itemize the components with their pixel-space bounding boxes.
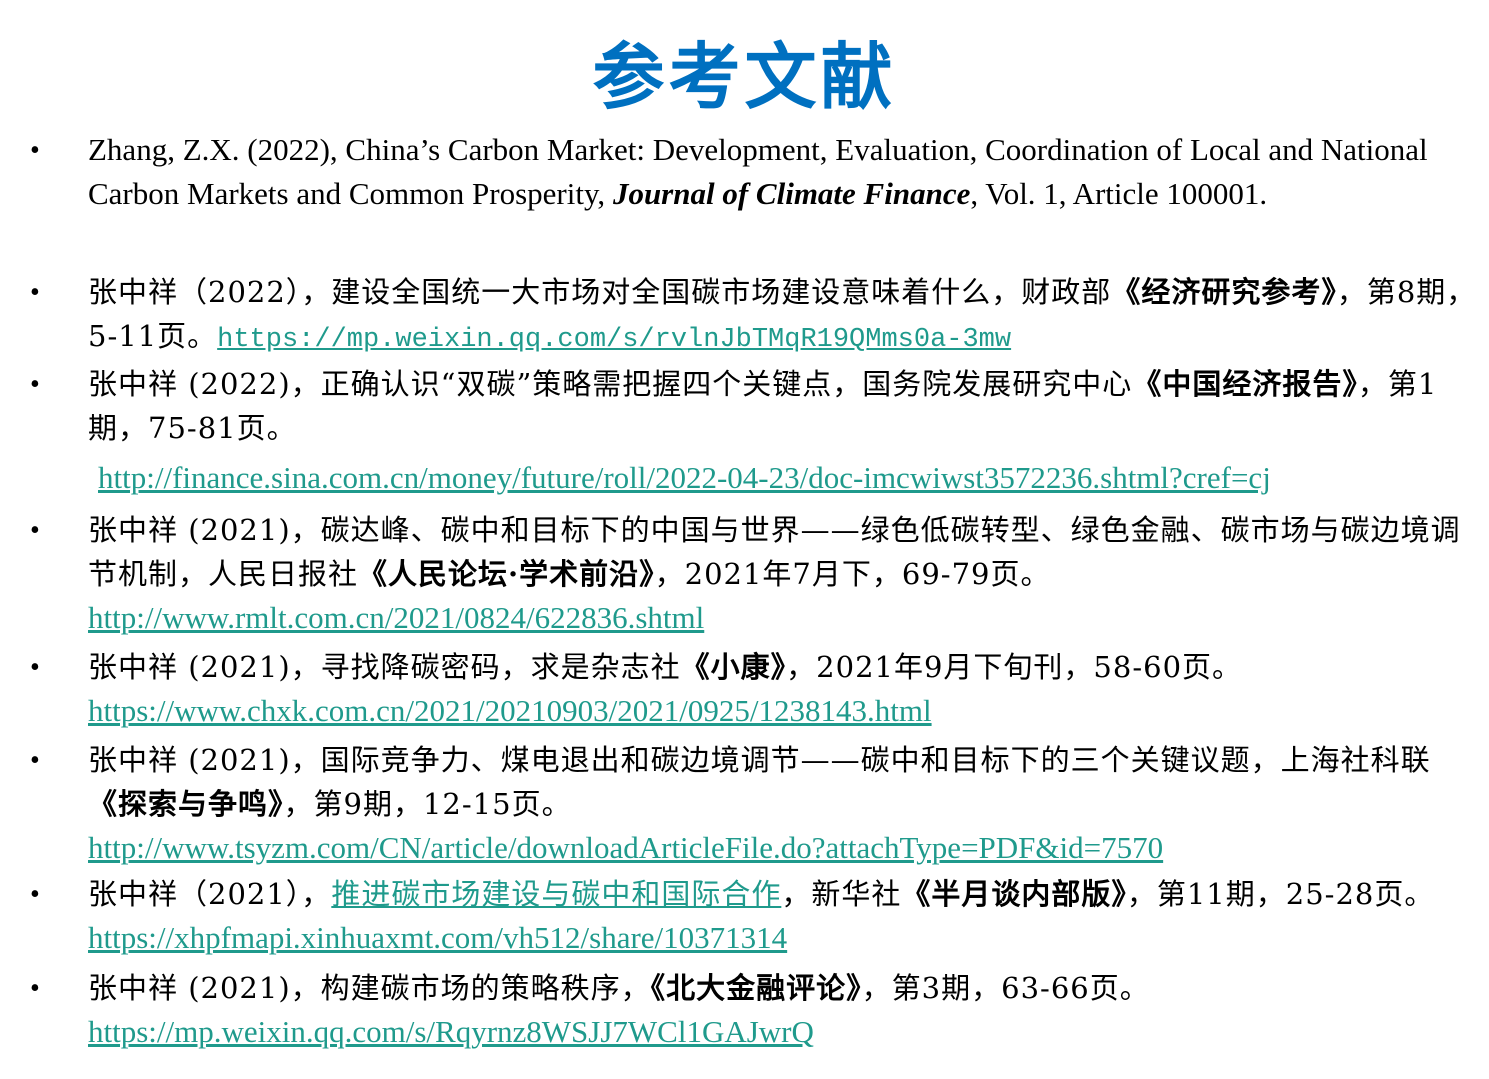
bullet-icon: • xyxy=(30,745,40,776)
reference-text-segment: 张中祥（2022），建设全国统一大市场对全国碳市场建设意味着什么，财政部 xyxy=(88,275,1112,309)
journal-title: 《人民论坛·学术前沿》 xyxy=(358,557,655,591)
bullet-icon: • xyxy=(30,515,40,546)
reference-text-segment: , Vol. 1, Article 100001. xyxy=(970,176,1268,211)
journal-title: Journal of Climate Finance xyxy=(612,176,971,211)
reference-text-segment: 张中祥 (2022)，正确认识“双碳”策略需把握四个关键点，国务院发展研究中心 xyxy=(88,367,1133,401)
reference-text: 张中祥 (2021)，寻找降碳密码，求是杂志社《小康》，2021年9月下旬刊，5… xyxy=(88,645,1478,733)
journal-title: 《经济研究参考》 xyxy=(1111,275,1337,309)
reference-text-segment: 张中祥 (2021)，寻找降碳密码，求是杂志社 xyxy=(88,650,681,684)
journal-title: 《探索与争鸣》 xyxy=(88,787,284,821)
bullet-icon: • xyxy=(30,973,40,1004)
journal-title: 《北大金融评论》 xyxy=(650,971,862,1005)
reference-link[interactable]: https://mp.weixin.qq.com/s/Rqyrnz8WSJJ7W… xyxy=(88,1014,814,1049)
bullet-icon: • xyxy=(30,369,40,400)
bullet-icon: • xyxy=(30,652,40,683)
journal-title: 《中国经济报告》 xyxy=(1132,367,1358,401)
reference-text: 张中祥 (2021)，碳达峰、碳中和目标下的中国与世界——绿色低碳转型、绿色金融… xyxy=(88,508,1478,640)
bullet-icon: • xyxy=(30,277,40,308)
reference-text: Zhang, Z.X. (2022), China’s Carbon Marke… xyxy=(88,128,1478,216)
reference-text-segment: ，第3期，63-66页。 xyxy=(861,971,1150,1005)
reference-text: 张中祥（2021），推进碳市场建设与碳中和国际合作，新华社《半月谈内部版》，第1… xyxy=(88,872,1478,960)
reference-link[interactable]: https://xhpfmapi.xinhuaxmt.com/vh512/sha… xyxy=(88,920,788,955)
reference-text-segment: 张中祥 (2021)，国际竞争力、煤电退出和碳边境调节——碳中和目标下的三个关键… xyxy=(88,743,1431,777)
reference-text-segment: 张中祥（2021）， xyxy=(88,877,332,911)
reference-link[interactable]: https://www.chxk.com.cn/2021/20210903/20… xyxy=(88,693,932,728)
reference-link[interactable]: http://www.rmlt.com.cn/2021/0824/622836.… xyxy=(88,600,705,635)
reference-text-segment: Zhang, Z.X. (2022), China’s Carbon Marke… xyxy=(88,132,1428,211)
reference-text: 张中祥 (2021)，构建碳市场的策略秩序，《北大金融评论》，第3期，63-66… xyxy=(88,966,1478,1054)
reference-text: 张中祥（2022），建设全国统一大市场对全国碳市场建设意味着什么，财政部《经济研… xyxy=(88,270,1478,362)
reference-text-segment: ，2021年7月下，69-79页。 xyxy=(654,557,1051,591)
reference-link[interactable]: 推进碳市场建设与碳中和国际合作 xyxy=(331,877,782,911)
bullet-icon: • xyxy=(30,135,40,166)
reference-text-segment: ，第11期，25-28页。 xyxy=(1126,877,1435,911)
reference-text-segment: 张中祥 (2021)，碳达峰、碳中和目标下的中国与世界——绿色低碳转型、绿色金融… xyxy=(88,513,1461,591)
reference-link[interactable]: https://mp.weixin.qq.com/s/rvlnJbTMqR19Q… xyxy=(217,325,1012,355)
slide-title: 参考文献 xyxy=(592,35,897,119)
reference-text-segment: ，第8期，5-11页。 xyxy=(88,275,1477,353)
reference-text-segment: ，2021年9月下旬刊，58-60页。 xyxy=(786,650,1243,684)
reference-text: 张中祥 (2021)，国际竞争力、煤电退出和碳边境调节——碳中和目标下的三个关键… xyxy=(88,738,1478,870)
reference-link[interactable]: http://finance.sina.com.cn/money/future/… xyxy=(98,460,1271,495)
reference-text: 张中祥 (2022)，正确认识“双碳”策略需把握四个关键点，国务院发展研究中心《… xyxy=(88,362,1478,500)
reference-link[interactable]: http://www.tsyzm.com/CN/article/download… xyxy=(88,830,1164,865)
reference-text-segment: ，第9期，12-15页。 xyxy=(283,787,572,821)
journal-title: 《半月谈内部版》 xyxy=(901,877,1127,911)
reference-text-segment: ，第1期，75-81页。 xyxy=(88,367,1438,445)
journal-title: 《小康》 xyxy=(680,650,787,684)
reference-text-segment: 张中祥 (2021)，构建碳市场的策略秩序， xyxy=(88,971,651,1005)
reference-text-segment: ，新华社 xyxy=(781,877,902,911)
bullet-icon: • xyxy=(30,879,40,910)
